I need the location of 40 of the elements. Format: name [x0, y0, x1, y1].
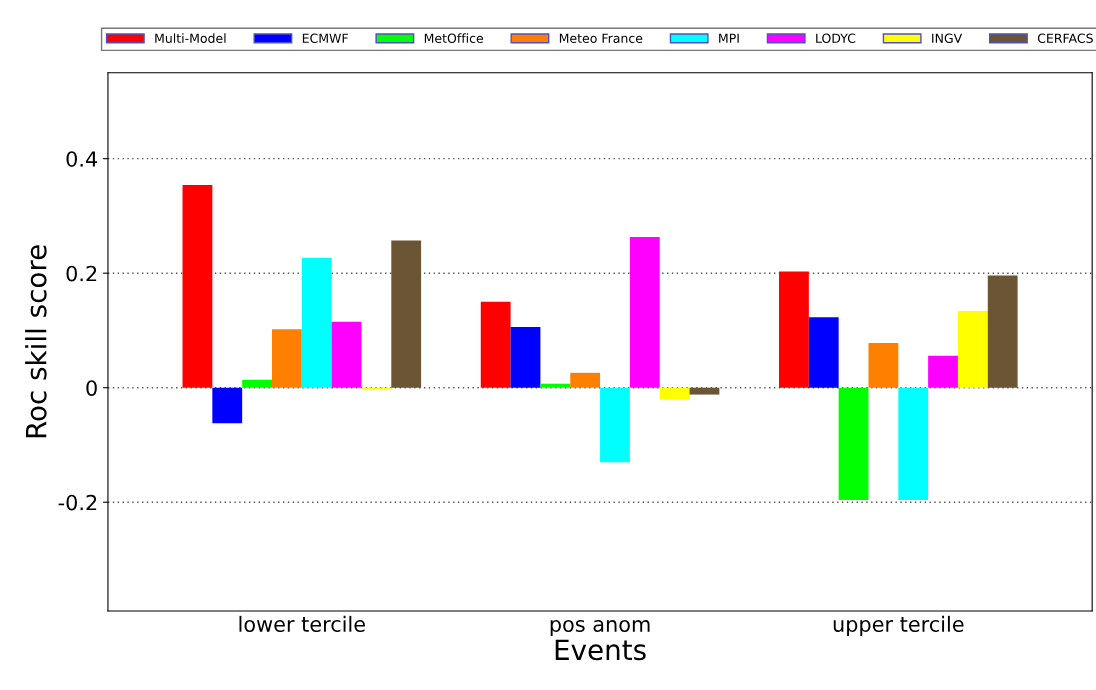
- legend-label: Meteo France: [559, 33, 643, 43]
- bar: [987, 275, 1018, 388]
- bar: [182, 185, 213, 388]
- bar: [570, 372, 601, 388]
- legend-label: LODYC: [816, 33, 856, 43]
- y-tick-label: 0.4: [66, 151, 98, 167]
- bar: [212, 387, 243, 424]
- legend-label: MetOffice: [424, 33, 484, 43]
- bar: [242, 379, 272, 388]
- bar: [659, 387, 690, 400]
- legend-label: INGV: [932, 33, 963, 43]
- bar: [391, 240, 422, 388]
- bar: [957, 310, 988, 388]
- bar: [898, 387, 929, 500]
- bar: [271, 329, 302, 388]
- bar: [331, 321, 362, 388]
- bar: [629, 237, 660, 388]
- bar: [838, 387, 869, 500]
- x-tick-label: lower tercile: [239, 615, 365, 632]
- bar: [540, 383, 571, 388]
- y-axis-title: Roc skill score: [25, 245, 47, 438]
- bar: [689, 387, 720, 395]
- bar: [928, 355, 958, 388]
- bar: [301, 257, 332, 388]
- bar: [600, 387, 630, 463]
- x-axis-title: Events: [555, 639, 646, 661]
- legend-label: ECMWF: [302, 33, 348, 43]
- x-tick-label: upper tercile: [833, 615, 964, 637]
- legend-label: MPI: [719, 33, 739, 43]
- y-tick-label: -0.2: [58, 494, 97, 511]
- bar: [779, 271, 809, 388]
- legend-label: CERFACS: [1037, 33, 1093, 43]
- bar: [510, 327, 541, 388]
- y-tick-label: 0: [86, 380, 97, 396]
- bar: [808, 317, 839, 388]
- legend-label: Multi-Model: [155, 33, 226, 43]
- bar: [868, 343, 899, 388]
- y-tick-label: 0.2: [66, 265, 97, 282]
- bar: [480, 301, 511, 388]
- x-tick-label: pos anom: [550, 620, 650, 637]
